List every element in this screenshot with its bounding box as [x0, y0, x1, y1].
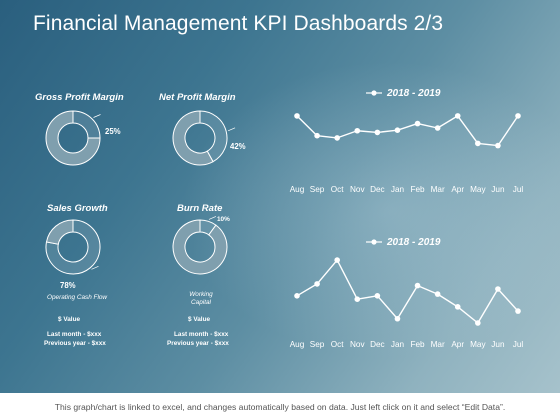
sales-growth-title: Sales Growth [47, 203, 108, 214]
bottom-line-chart-point-jul [515, 308, 521, 314]
working-capital-caption: Working Capital [189, 291, 213, 306]
bottom-line-chart-point-sep [314, 281, 320, 287]
top-line-chart-tick-jan: Jan [391, 185, 405, 194]
net-profit-margin-value: 42% [230, 142, 246, 151]
net-profit-margin-slice-2 [172, 110, 214, 166]
bottom-line-chart-series-line [296, 259, 519, 324]
sales-growth-slice-2 [45, 219, 74, 245]
top-line-chart-point-sep [314, 132, 320, 139]
bottom-line-chart-point-jun [495, 286, 501, 292]
bottom-line-chart-tick-may: May [470, 340, 486, 349]
burn-last-month: Last month - $xxx [174, 331, 229, 338]
bottom-line-chart-point-may [475, 320, 481, 326]
top-line-chart-tick-apr: Apr [451, 185, 464, 194]
bottom-line-chart-point-aug [294, 293, 300, 299]
bottom-line-chart-tick-sep: Sep [310, 340, 325, 349]
bottom-line-chart-tick-oct: Oct [331, 340, 344, 349]
top-line-chart-point-jan [394, 127, 401, 133]
top-line-chart-legend-label: 2018 - 2019 [386, 88, 441, 99]
bottom-line-chart-tick-aug: Aug [290, 340, 305, 349]
sales-growth-leader-line [91, 266, 99, 270]
top-line-chart-point-jun [495, 142, 501, 149]
top-line-chart-tick-oct: Oct [331, 185, 344, 194]
sales-value-label: $ Value [58, 316, 81, 323]
bottom-line-chart-tick-jul: Jul [513, 340, 524, 349]
top-line-chart-tick-jun: Jun [491, 185, 505, 194]
sales-growth-value: 78% [60, 281, 76, 290]
bottom-line-chart-point-mar [434, 291, 441, 297]
burn-previous-year: Previous year - $xxx [167, 340, 229, 347]
top-line-chart-point-mar [434, 125, 441, 131]
bottom-line-chart-point-oct [334, 257, 340, 263]
gross-profit-margin-value: 25% [105, 127, 121, 136]
top-line-chart-tick-may: May [470, 185, 486, 194]
bottom-line-chart-point-nov [354, 296, 361, 303]
sales-last-month: Last month - $xxx [47, 331, 102, 338]
top-line-chart-point-may [475, 140, 481, 147]
burn-rate-slice-2 [172, 219, 228, 275]
bottom-line-chart-tick-dec: Dec [370, 340, 385, 349]
top-line-chart-point-apr [454, 113, 461, 119]
burn-rate-value: 10% [217, 216, 230, 223]
burn-rate-title: Burn Rate [177, 203, 223, 214]
bottom-line-chart-tick-jun: Jun [491, 340, 505, 349]
bottom-line-chart-legend-label: 2018 - 2019 [386, 237, 441, 248]
top-line-chart-legend-marker [371, 90, 377, 96]
top-line-chart-point-oct [334, 135, 340, 141]
bottom-line-chart-tick-jan: Jan [391, 340, 405, 349]
footer-note: This graph/chart is linked to excel, and… [54, 402, 506, 412]
bottom-line-chart-point-apr [454, 304, 461, 310]
page-title: Financial Management KPI Dashboards 2/3 [33, 12, 444, 35]
operating-cash-flow-caption: Operating Cash Flow [47, 294, 108, 301]
top-line-chart-point-aug [294, 113, 300, 119]
gross-profit-margin-slice-2 [45, 110, 101, 166]
bottom-line-chart-tick-feb: Feb [410, 340, 425, 349]
sales-previous-year: Previous year - $xxx [44, 340, 106, 347]
top-line-chart-tick-sep: Sep [310, 185, 325, 194]
background-glow [180, 60, 560, 360]
top-line-chart-tick-dec: Dec [370, 185, 385, 194]
bottom-line-chart-tick-apr: Apr [451, 340, 464, 349]
top-line-chart-point-nov [354, 127, 361, 134]
top-line-chart-series-line [296, 115, 519, 147]
gross-profit-margin-slice-1 [72, 110, 101, 139]
gross-profit-margin-leader-line [93, 114, 101, 118]
burn-rate-leader-line [208, 216, 217, 220]
top-line-chart-tick-mar: Mar [431, 185, 445, 194]
top-line-chart-tick-feb: Feb [410, 185, 425, 194]
bottom-line-chart-legend-marker [371, 239, 377, 245]
top-line-chart-point-dec [374, 129, 381, 136]
sales-growth-slice-1 [45, 219, 101, 275]
top-line-chart-tick-jul: Jul [513, 185, 524, 194]
bottom-line-chart-tick-mar: Mar [431, 340, 445, 349]
burn-value-label: $ Value [188, 316, 211, 323]
footer-band [0, 393, 560, 420]
gross-profit-margin-title: Gross Profit Margin [35, 92, 124, 103]
top-line-chart-tick-aug: Aug [290, 185, 305, 194]
net-profit-margin-leader-line [227, 127, 236, 132]
bottom-line-chart-point-jan [394, 315, 401, 322]
net-profit-margin-title: Net Profit Margin [159, 92, 236, 103]
bottom-line-chart-point-dec [374, 293, 381, 299]
top-line-chart-tick-nov: Nov [350, 185, 365, 194]
bottom-line-chart-tick-nov: Nov [350, 340, 365, 349]
top-line-chart-point-feb [414, 120, 421, 127]
top-line-chart-point-jul [515, 113, 521, 119]
bottom-line-chart-point-feb [414, 282, 421, 289]
